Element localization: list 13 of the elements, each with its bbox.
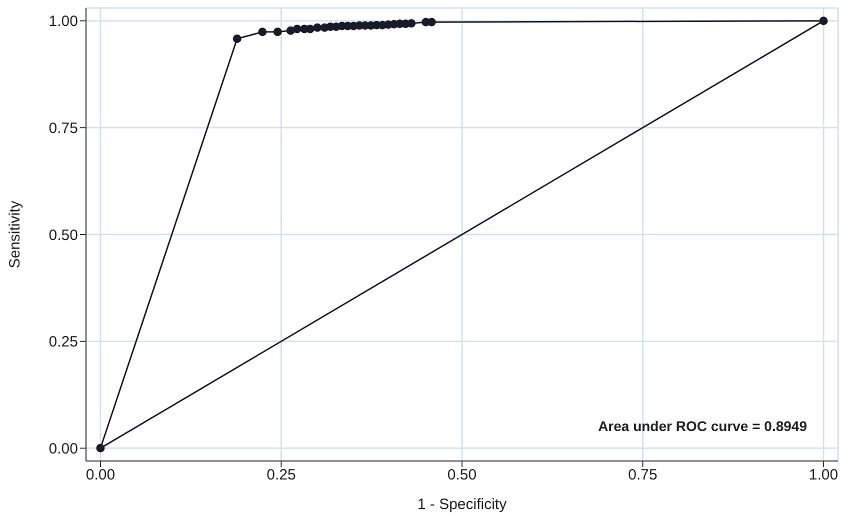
y-axis-title: Sensitivity (6, 200, 24, 268)
y-tick-label: 0.00 (48, 440, 78, 458)
annotation: Area under ROC curve = 0.8949 (598, 418, 807, 434)
x-axis-title: 1 - Specificity (417, 496, 508, 513)
y-tick-label: 0.25 (48, 334, 78, 351)
x-tick-label: 0.25 (266, 466, 296, 484)
y-tick-label: 0.50 (48, 226, 78, 244)
x-tick-label: 1.00 (808, 466, 838, 484)
x-tick-label: 0.00 (86, 466, 116, 484)
y-tick-label: 1.00 (48, 13, 78, 30)
x-tick-label: 0.75 (628, 466, 658, 484)
y-tick-label: 0.75 (48, 120, 78, 137)
x-tick-label: 0.50 (447, 466, 477, 484)
